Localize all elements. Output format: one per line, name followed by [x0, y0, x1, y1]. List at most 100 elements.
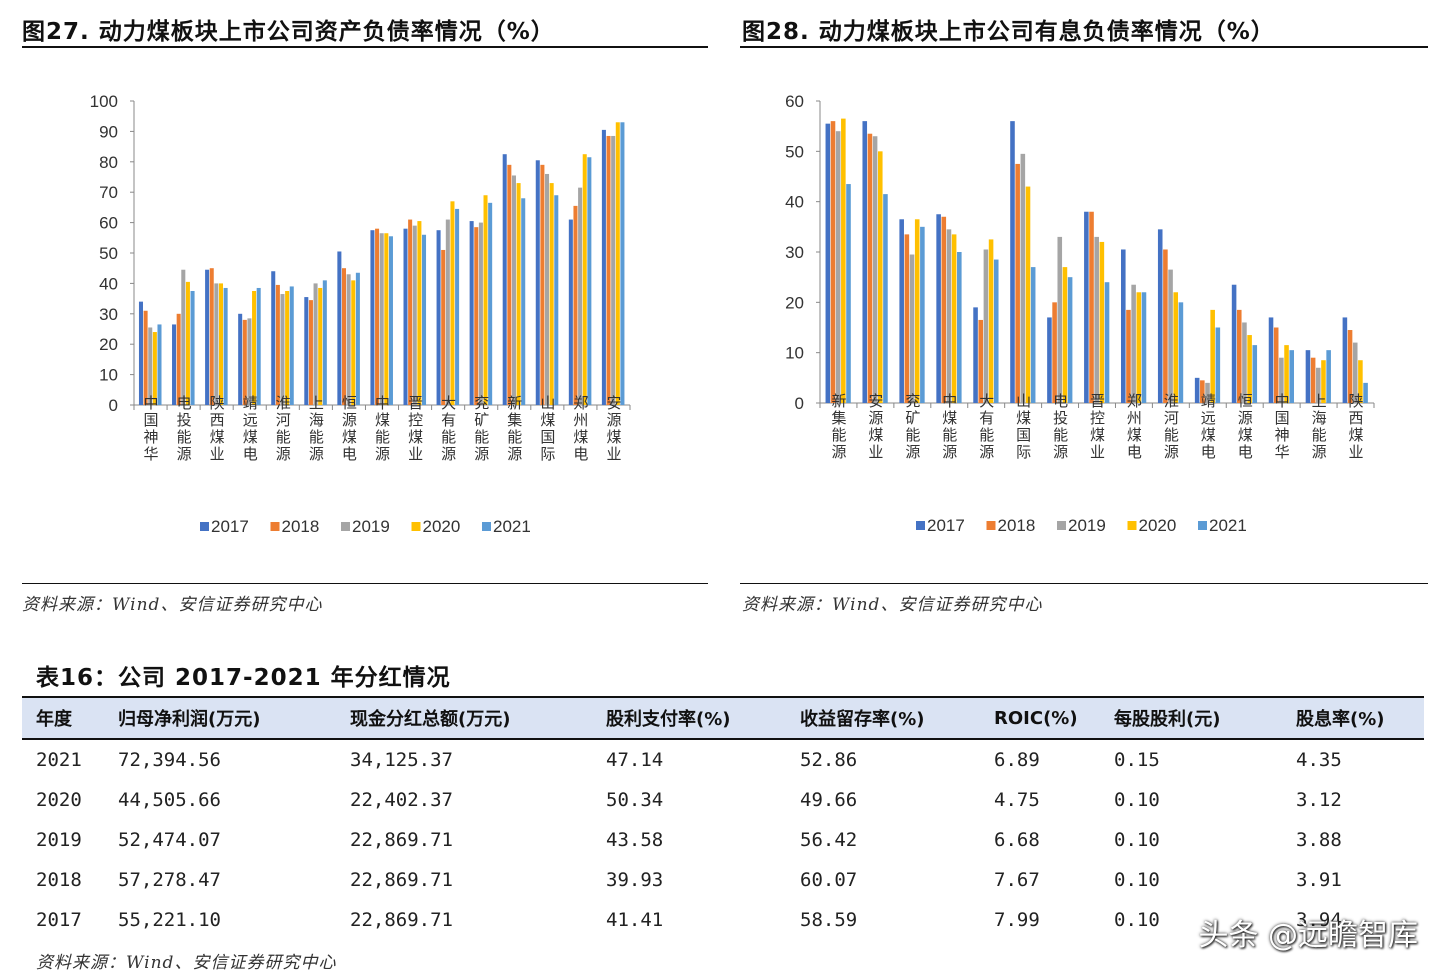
legend-label-2017: 2017 [927, 516, 965, 535]
bar-2019 [148, 327, 153, 405]
legend-label-2018: 2018 [282, 517, 320, 536]
bar-2019 [280, 294, 285, 405]
x-category-label: 晋控煤业 [1088, 393, 1106, 461]
y-tick-label: 20 [99, 335, 118, 354]
y-tick-label: 60 [99, 214, 118, 233]
table16-title: 表16：公司 2017-2021 年分红情况 [36, 665, 451, 691]
bar-2021 [157, 324, 162, 405]
legend-label-2019: 2019 [352, 517, 390, 536]
bar-2020 [1210, 309, 1215, 403]
figure28-source: 资料来源：Wind、安信证券研究中心 [742, 595, 1043, 615]
legend-label-2019: 2019 [1068, 516, 1106, 535]
bar-2020 [549, 183, 554, 405]
x-category-label: 郑州煤电 [571, 395, 589, 463]
bar-2021 [190, 291, 195, 405]
bar-2020 [417, 221, 422, 405]
bar-2021 [1104, 282, 1110, 403]
figure27-source: 资料来源：Wind、安信证券研究中心 [22, 595, 323, 615]
table-row: 2020 44,505.66 22,402.37 50.34 49.66 4.7… [22, 780, 1424, 820]
table-cell: 2017 [36, 909, 82, 931]
x-category-label: 上海能源 [307, 395, 325, 463]
bar-2018 [143, 310, 148, 405]
legend-swatch-2018 [270, 522, 280, 531]
bar-2020 [384, 233, 389, 405]
bar-2019 [946, 229, 952, 403]
y-tick-label: 10 [785, 344, 804, 363]
x-category-label: 恒源煤电 [340, 395, 358, 463]
table-cell: 0.10 [1114, 829, 1160, 851]
bar-2019 [983, 249, 989, 403]
figure28-title-rule [740, 46, 1428, 48]
bar-2017 [862, 121, 868, 403]
figure28-chart: 0 10 20 30 40 50 60 新集能源 安源煤业 兖矿能源 中煤能源 大有能源 山煤国际 电投能… [785, 92, 1375, 535]
bar-2019 [412, 225, 417, 405]
bar-2017 [304, 297, 309, 405]
table-cell: 22,869.71 [350, 869, 453, 891]
bar-2018 [941, 216, 947, 403]
x-category-label: 靖远煤电 [1199, 393, 1217, 461]
table-cell: 2020 [36, 789, 82, 811]
table-cell: 52.86 [800, 749, 858, 771]
bar-2020 [841, 118, 846, 403]
bar-2020 [1099, 241, 1105, 403]
bar-2017 [271, 271, 276, 405]
bar-2017 [138, 301, 143, 405]
bar-2017 [172, 324, 177, 405]
bar-2019 [478, 222, 483, 405]
bar-2018 [408, 219, 413, 405]
bar-2018 [308, 300, 313, 405]
bar-2017 [1121, 249, 1126, 403]
legend-swatch-2019 [341, 522, 350, 531]
table-cell: 3.94 [1296, 909, 1342, 931]
figure27-chart: 0 10 20 30 40 50 60 70 80 90 100 中国神华 电投能源 陕西煤业 靖远煤电 淮河… [90, 92, 631, 536]
bar-2020 [1284, 345, 1289, 403]
x-category-label: 安源煤业 [604, 395, 622, 463]
bar-2019 [1168, 269, 1173, 403]
bar-2017 [502, 154, 507, 405]
legend-swatch-2017 [200, 522, 209, 531]
column-header-roic: ROIC(%) [980, 696, 1100, 740]
bar-2021 [1067, 277, 1073, 403]
bar-2017 [238, 313, 243, 405]
legend-label-2020: 2020 [423, 517, 461, 536]
bar-2020 [1025, 186, 1031, 403]
bar-2019 [1020, 153, 1026, 403]
bar-2019 [181, 269, 186, 405]
bar-2021 [1215, 327, 1221, 403]
x-category-label: 中煤能源 [940, 393, 958, 461]
bar-2017 [403, 228, 408, 405]
table-cell: 72,394.56 [118, 749, 221, 771]
bar-2018 [1163, 249, 1168, 403]
table-cell: 6.89 [994, 749, 1040, 771]
bar-2018 [441, 249, 446, 405]
y-tick-label: 0 [795, 394, 804, 413]
bar-2017 [469, 221, 474, 405]
x-category-label: 新集能源 [505, 395, 523, 463]
table-cell: 22,869.71 [350, 909, 453, 931]
legend-swatch-2021 [482, 522, 491, 531]
bar-2021 [957, 252, 962, 403]
bar-2018 [1347, 330, 1353, 403]
y-tick-label: 30 [99, 305, 118, 324]
figure27-title: 图27. 动力煤板块上市公司资产负债率情况（%） [22, 19, 555, 45]
y-tick-label: 10 [99, 366, 118, 385]
table-cell: 39.93 [606, 869, 664, 891]
column-header-payout-ratio: 股利支付率(%) [592, 696, 786, 740]
bar-2019 [1242, 322, 1247, 403]
table-cell: 57,278.47 [118, 869, 221, 891]
bar-2017 [1342, 317, 1348, 403]
bar-2017 [973, 307, 978, 403]
table-cell: 44,505.66 [118, 789, 221, 811]
table-row: 2018 57,278.47 22,869.71 39.93 60.07 7.6… [22, 860, 1424, 900]
dividend-table: 年度 归母净利润(万元) 现金分红总额(万元) 股利支付率(%) 收益留存率(%… [22, 696, 1424, 940]
bar-2017 [1010, 121, 1015, 403]
table-cell: 55,221.10 [118, 909, 221, 931]
bar-2017 [1305, 350, 1311, 403]
x-category-label: 郑州煤电 [1125, 393, 1143, 461]
bar-2019 [578, 187, 583, 405]
legend-label-2018: 2018 [998, 516, 1036, 535]
bar-2021 [554, 195, 559, 405]
y-tick-label: 70 [99, 183, 118, 202]
bar-2017 [337, 251, 342, 405]
bar-2017 [535, 160, 540, 405]
